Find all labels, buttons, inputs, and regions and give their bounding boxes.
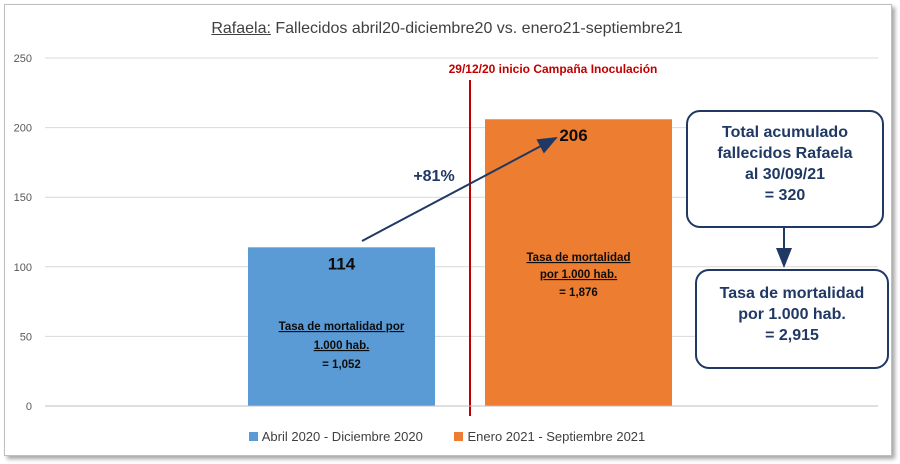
bar-2-rate-line-1: Tasa de mortalidad	[527, 252, 631, 264]
bar-1-rate-line-3: = 1,052	[322, 359, 361, 371]
y-tick-label: 200	[14, 123, 32, 135]
bar-2-rate-line-2: por 1.000 hab.	[540, 269, 617, 281]
title-place: Rafaela:	[211, 20, 271, 37]
y-tick-label: 250	[14, 53, 32, 65]
chart-legend: Abril 2020 - Diciembre 2020 Enero 2021 -…	[0, 429, 894, 444]
total-box-line-1: Total acumulado	[722, 124, 848, 141]
increase-label: +81%	[413, 168, 454, 185]
total-box-line-3: al 30/09/21	[744, 166, 826, 183]
legend-swatch-2	[454, 432, 464, 441]
total-box-line-4: = 320	[764, 187, 806, 204]
bar-1	[248, 247, 435, 406]
legend-item-2: Enero 2021 - Septiembre 2021	[454, 429, 645, 444]
mortality-rate-box: Tasa de mortalidad por 1.000 hab. = 2,91…	[695, 269, 889, 369]
title-rest: Fallecidos abril20-diciembre20 vs. enero…	[270, 20, 683, 37]
y-tick-label: 100	[14, 262, 32, 274]
y-tick-label: 0	[26, 401, 32, 413]
data-label-2: 206	[559, 126, 587, 145]
campaign-label: 29/12/20 inicio Campaña Inoculación	[449, 62, 658, 76]
y-tick-label: 150	[14, 192, 32, 204]
rate-box-line-2: por 1.000 hab.	[738, 306, 846, 323]
rate-box-line-3: = 2,915	[765, 327, 819, 344]
increase-arrow	[361, 137, 558, 242]
legend-label-1: Abril 2020 - Diciembre 2020	[261, 429, 423, 444]
chart-title: Rafaela: Fallecidos abril20-diciembre20 …	[0, 20, 894, 38]
data-label-1: 114	[328, 254, 356, 273]
total-box-line-2: fallecidos Rafaela	[717, 145, 853, 162]
rate-box-line-1: Tasa de mortalidad	[719, 285, 865, 302]
bar-2	[485, 119, 672, 407]
legend-swatch-1	[248, 432, 258, 441]
bar-1-rate-line-1: Tasa de mortalidad por	[279, 321, 405, 333]
y-tick-label: 50	[20, 331, 32, 343]
legend-item-1: Abril 2020 - Diciembre 2020	[248, 429, 423, 444]
legend-label-2: Enero 2021 - Septiembre 2021	[467, 429, 646, 444]
bar-1-rate-line-2: 1.000 hab.	[314, 340, 370, 352]
bar-2-rate-line-3: = 1,876	[559, 287, 598, 299]
total-deaths-box: Total acumulado fallecidos Rafaela al 30…	[686, 110, 884, 228]
chart-frame	[4, 4, 892, 456]
